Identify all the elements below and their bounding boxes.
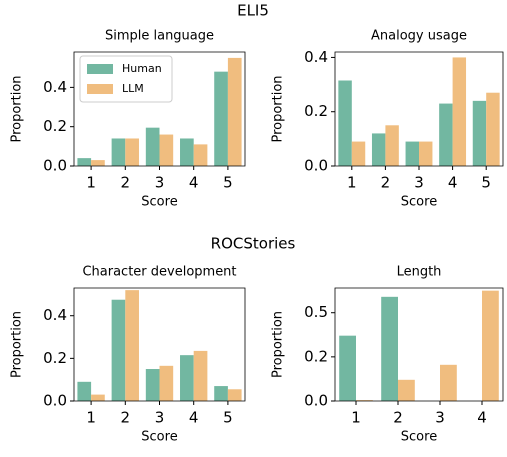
bar <box>440 364 457 401</box>
y-tick-label: 0.5 <box>304 303 328 321</box>
x-tick-label: 5 <box>223 174 233 192</box>
legend-swatch <box>87 64 113 74</box>
bar <box>77 158 92 166</box>
x-tick-label: 5 <box>223 409 233 427</box>
x-tick-label: 1 <box>86 409 96 427</box>
bar <box>356 400 373 401</box>
bar <box>77 381 92 401</box>
bar <box>419 141 433 166</box>
bar <box>159 365 174 401</box>
y-tick-label: 0.4 <box>43 306 67 324</box>
y-tick-label: 0.0 <box>43 392 67 410</box>
bar <box>339 335 356 401</box>
x-tick-label: 2 <box>381 174 391 192</box>
bar <box>180 355 194 401</box>
y-axis-label: Proportion <box>271 75 286 142</box>
y-tick-label: 0.4 <box>304 48 328 66</box>
section-title: ROCStories <box>211 235 296 253</box>
bar <box>111 299 126 401</box>
x-tick-label: 3 <box>414 174 424 192</box>
axis-frame <box>334 51 504 167</box>
bar <box>381 296 398 401</box>
bar <box>145 127 160 166</box>
x-tick-label: 4 <box>189 409 199 427</box>
x-tick-label: 1 <box>347 174 357 192</box>
y-axis-label: Proportion <box>10 75 25 142</box>
chart-title: Simple language <box>105 29 214 44</box>
x-tick-label: 1 <box>86 174 96 192</box>
legend-label: LLM <box>122 82 144 95</box>
x-tick-label: 3 <box>435 409 445 427</box>
y-tick-label: 0.0 <box>304 392 328 410</box>
bar <box>125 290 139 401</box>
bar <box>351 141 366 166</box>
y-tick-label: 0.0 <box>43 157 67 175</box>
y-axis-label: Proportion <box>10 311 25 378</box>
bar <box>486 92 500 166</box>
bar <box>214 71 228 166</box>
x-axis-label: Score <box>141 195 177 210</box>
bar <box>91 394 105 401</box>
axis-frame <box>73 287 246 402</box>
chart-title: Analogy usage <box>371 29 467 44</box>
bar <box>111 138 126 166</box>
bar <box>159 134 174 166</box>
bar <box>338 80 352 166</box>
x-tick-label: 3 <box>155 409 165 427</box>
axis-frame <box>73 51 246 167</box>
legend-swatch <box>87 84 113 94</box>
bar <box>472 100 487 166</box>
bar <box>145 369 160 401</box>
x-tick-label: 2 <box>393 409 403 427</box>
x-tick-label: 1 <box>351 409 361 427</box>
bar <box>91 160 105 166</box>
bar <box>439 103 453 166</box>
bar <box>482 290 499 401</box>
axis-frame <box>334 287 504 402</box>
bar <box>180 138 194 166</box>
x-tick-label: 4 <box>189 174 199 192</box>
bar <box>452 57 467 166</box>
x-axis-label: Score <box>401 195 437 210</box>
x-tick-label: 2 <box>121 409 131 427</box>
bar <box>385 125 399 166</box>
x-tick-label: 2 <box>121 174 131 192</box>
y-axis-label: Proportion <box>271 311 286 378</box>
section-title: ELI5 <box>237 2 269 20</box>
x-tick-label: 4 <box>448 174 458 192</box>
x-axis-label: Score <box>141 430 177 445</box>
bar <box>193 350 208 401</box>
x-axis-label: Score <box>401 430 437 445</box>
y-tick-label: 0.2 <box>304 347 328 365</box>
bar <box>193 144 208 166</box>
x-tick-label: 4 <box>477 409 487 427</box>
y-tick-label: 0.0 <box>304 157 328 175</box>
bar <box>125 138 139 166</box>
y-tick-label: 0.4 <box>43 78 67 96</box>
chart-title: Character development <box>82 265 236 280</box>
chart-title: Length <box>397 265 442 280</box>
bar <box>371 133 386 166</box>
bar <box>398 379 415 401</box>
bar <box>214 386 228 401</box>
legend-label: Human <box>122 62 162 75</box>
y-tick-label: 0.2 <box>43 117 67 135</box>
y-tick-label: 0.2 <box>304 102 328 120</box>
bar <box>405 141 419 166</box>
x-tick-label: 5 <box>481 174 491 192</box>
y-tick-label: 0.2 <box>43 349 67 367</box>
x-tick-label: 3 <box>155 174 165 192</box>
bar <box>227 389 242 401</box>
bar <box>227 57 242 166</box>
